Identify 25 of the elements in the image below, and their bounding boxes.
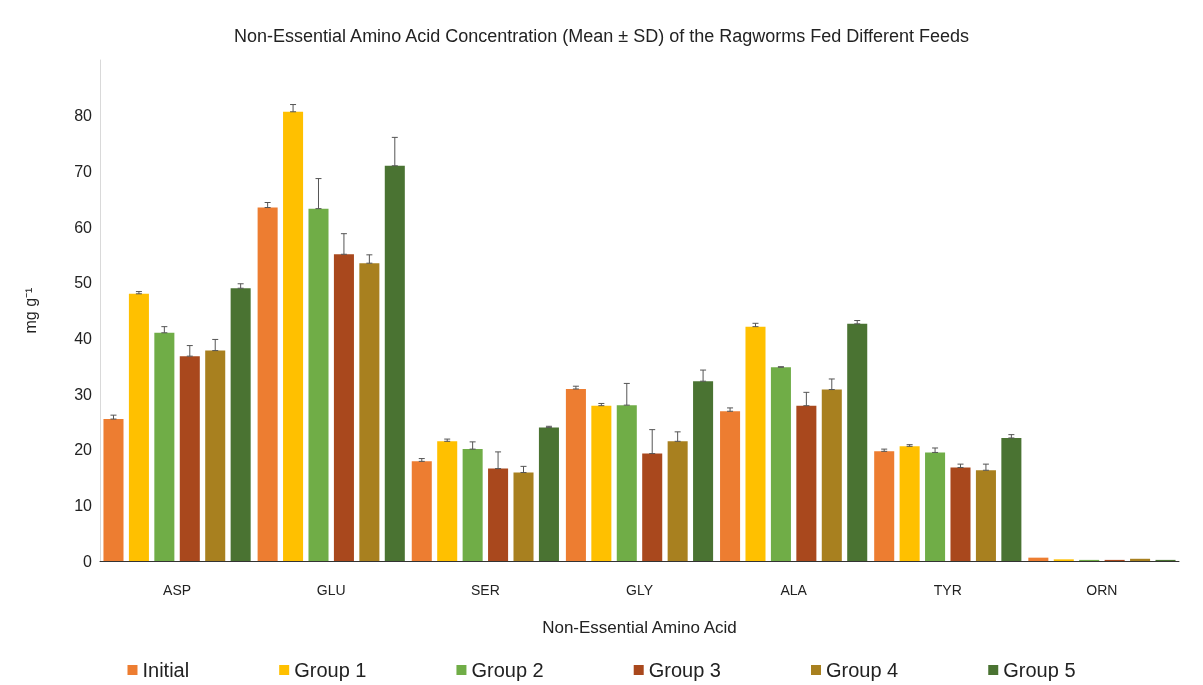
- y-tick-label: 0: [83, 552, 93, 570]
- x-tick-label: SER: [470, 582, 500, 598]
- x-tick-label: GLY: [626, 582, 654, 598]
- y-tick-label: 60: [74, 218, 93, 236]
- y-tick-label: 80: [74, 107, 93, 125]
- y-tick-label: 20: [74, 441, 93, 459]
- y-tick-label: 40: [74, 329, 93, 347]
- legend-label: Group 2: [471, 659, 544, 681]
- legend-label: Initial: [142, 659, 190, 681]
- x-tick-label: ASP: [163, 582, 192, 598]
- y-axis-title: mg g⁻¹: [21, 287, 39, 334]
- y-tick-label: 30: [74, 385, 93, 403]
- x-tick-label: ORN: [1086, 582, 1118, 598]
- x-axis-title: Non-Essential Amino Acid: [542, 618, 737, 637]
- legend-label: Group 1: [294, 659, 367, 681]
- y-tick-label: 70: [74, 162, 93, 180]
- chart-title: Non-Essential Amino Acid Concentration (Mean ± SD) of the Ragworms Fed Different Feeds: [234, 26, 969, 46]
- y-tick-label: 10: [74, 496, 93, 514]
- x-tick-label: ALA: [780, 582, 808, 598]
- y-tick-label: 50: [74, 274, 93, 292]
- legend-label: Group 4: [825, 659, 899, 681]
- x-tick-label: TYR: [933, 582, 962, 598]
- legend-label: Group 5: [1003, 659, 1076, 681]
- legend-label: Group 3: [648, 659, 721, 681]
- x-tick-label: GLU: [316, 582, 346, 598]
